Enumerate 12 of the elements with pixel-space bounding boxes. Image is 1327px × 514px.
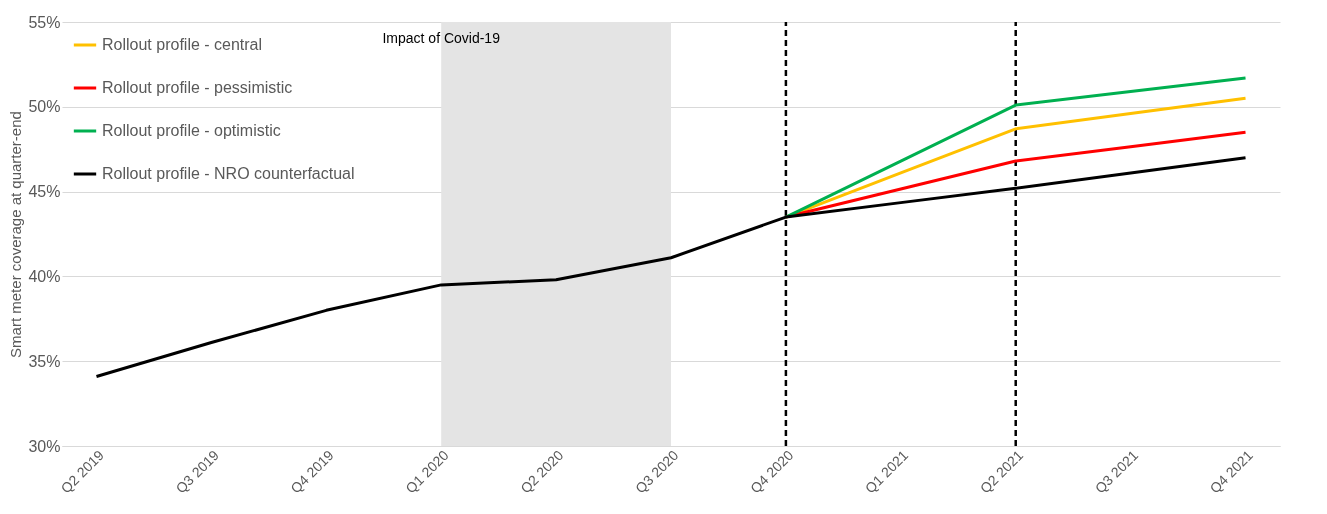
legend-label: Rollout profile - NRO counterfactual [102,165,355,182]
legend-label: Rollout profile - central [102,36,263,53]
y-tick-label: 40% [28,267,61,285]
y-tick-label: 55% [28,13,61,31]
band-label: Impact of Covid-19 [382,30,501,46]
legend-label: Rollout profile - pessimistic [102,79,293,96]
legend-label: Rollout profile - optimistic [102,122,281,139]
y-tick-label: 35% [28,352,61,370]
y-tick-label: 45% [28,183,61,201]
y-tick-label: 30% [28,437,61,455]
y-tick-label: 50% [28,98,61,116]
y-axis-title: Smart meter coverage at quarter-end [7,111,25,358]
